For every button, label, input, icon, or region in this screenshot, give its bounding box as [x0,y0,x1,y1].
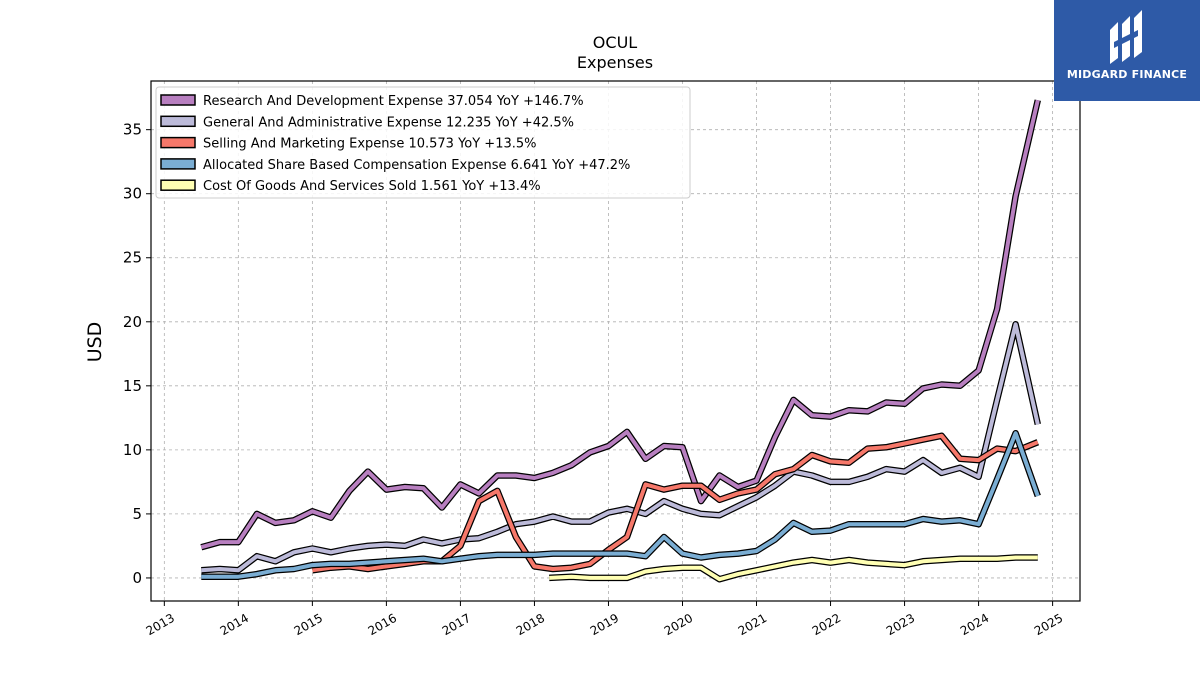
x-tick-label: 2017 [440,611,473,638]
brand-name: MIDGARD FINANCE [1066,68,1188,81]
series-5 [549,554,1038,583]
x-tick-label: 2019 [588,611,621,638]
legend-label: Cost Of Goods And Services Sold 1.561 Yo… [203,179,541,194]
y-tick-label: 5 [132,505,142,523]
legend: Research And Development Expense 37.054 … [155,86,691,199]
x-tick-label: 2014 [218,611,251,638]
series-1 [200,99,1041,551]
x-tick-label: 2013 [144,611,177,638]
series-line [200,99,1040,550]
y-tick-label: 35 [123,121,142,139]
legend-box [155,86,691,199]
series-line [549,555,1038,582]
legend-swatch [160,158,196,170]
x-tick-label: 2021 [736,611,769,638]
series-lines [200,99,1041,583]
legend-label: General And Administrative Expense 12.23… [203,115,574,130]
legend-swatch [160,94,196,106]
legend-swatch [160,179,196,191]
x-tick-label: 2020 [662,611,695,638]
series-line-outline [201,321,1041,574]
legend-label: Research And Development Expense 37.054 … [203,94,584,109]
series-2 [201,321,1041,574]
y-tick-label: 30 [123,185,142,203]
series-line [201,322,1040,573]
chart-subtitle: Expenses [577,53,653,72]
brand-logo: MIDGARD FINANCE [1054,0,1200,101]
y-axis-label: USD [84,322,106,363]
y-tick-label: 15 [123,377,142,395]
y-tick-label: 25 [123,249,142,267]
y-ticks: 0 5 10 15 20 25 30 35 [123,121,151,587]
plot-frame [150,80,1081,602]
y-tick-label: 0 [132,569,142,587]
series-4 [201,429,1041,580]
legend-label: Selling And Marketing Expense 10.573 YoY… [203,137,537,152]
y-tick-label: 10 [123,441,142,459]
legend-label: Allocated Share Based Compensation Expen… [203,158,630,173]
y-tick-label: 20 [123,313,142,331]
x-tick-label: 2022 [810,611,843,638]
x-tick-label: 2024 [958,611,991,638]
x-tick-label: 2023 [884,611,917,638]
legend-swatch [160,136,196,149]
chart-title: OCUL [593,33,637,52]
x-tick-label: 2018 [514,611,547,638]
legend-swatch [160,115,196,128]
x-tick-label: 2025 [1032,611,1065,638]
x-ticks: 2013 2014 2015 2016 2017 2018 2019 2020 2021 2022… [144,601,1065,638]
x-tick-label: 2016 [366,611,399,638]
midgard-logo-icon [1110,10,1142,64]
x-tick-label: 2015 [292,611,325,638]
series-line [201,431,1040,579]
